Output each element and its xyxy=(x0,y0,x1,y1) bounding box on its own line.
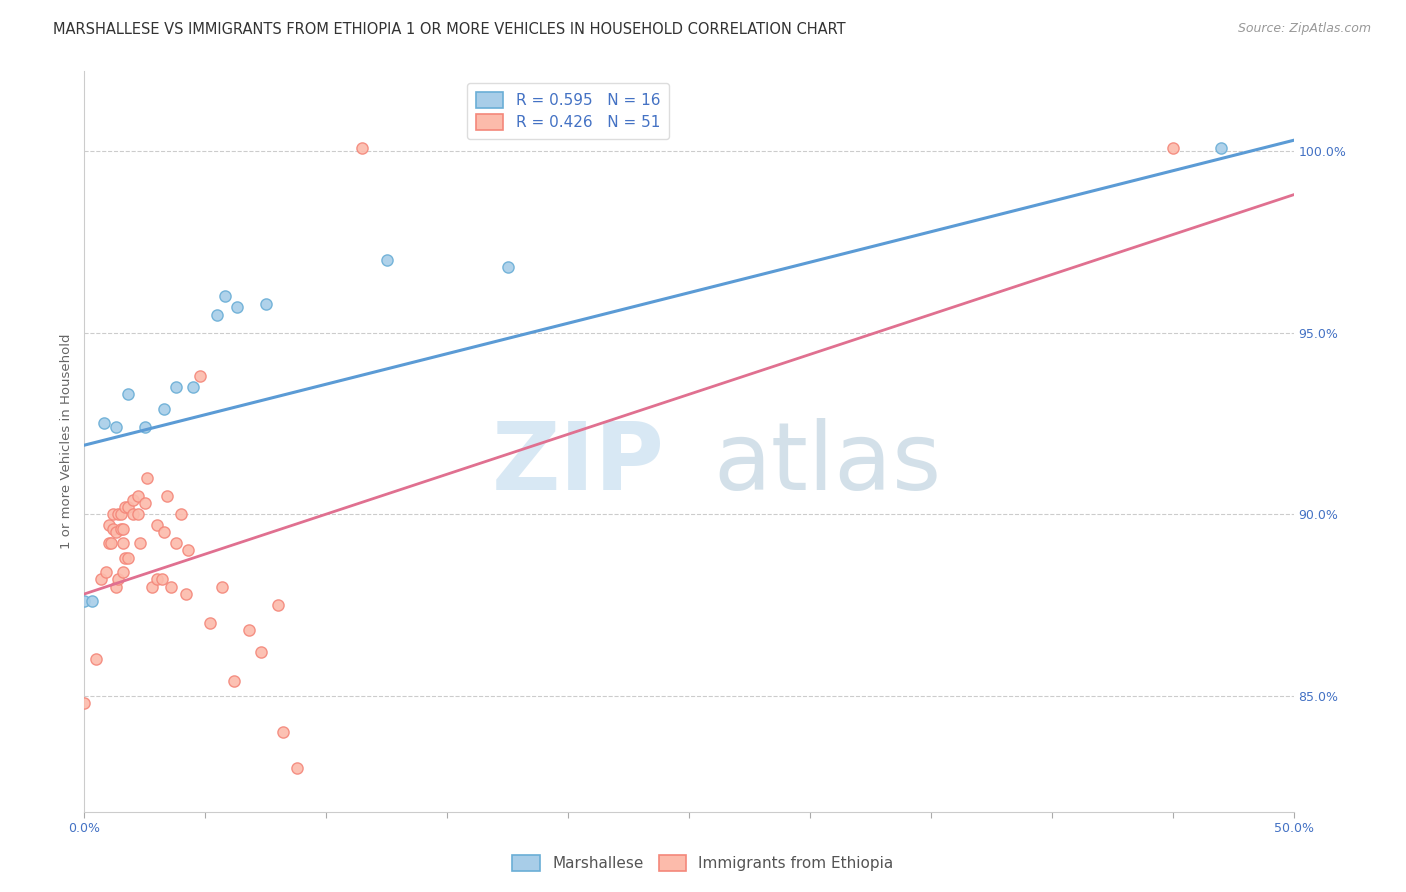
Point xyxy=(238,624,260,638)
Point xyxy=(114,550,136,565)
Text: ZIP: ZIP xyxy=(492,417,665,509)
Point xyxy=(352,140,374,154)
Point xyxy=(174,587,197,601)
Point xyxy=(177,543,200,558)
Point xyxy=(254,296,277,310)
Point xyxy=(146,518,169,533)
Point xyxy=(100,536,122,550)
Point xyxy=(224,674,246,689)
Y-axis label: 1 or more Vehicles in Household: 1 or more Vehicles in Household xyxy=(60,334,73,549)
Point xyxy=(114,500,136,514)
Point xyxy=(1161,140,1184,154)
Point xyxy=(375,253,398,268)
Point xyxy=(225,300,247,314)
Point xyxy=(121,507,143,521)
Point xyxy=(267,598,290,612)
Point xyxy=(214,289,236,303)
Point xyxy=(211,580,233,594)
Point xyxy=(93,417,115,431)
Point xyxy=(181,380,204,394)
Point xyxy=(112,522,135,536)
Point xyxy=(103,522,125,536)
Point xyxy=(104,580,127,594)
Point xyxy=(127,507,149,521)
Point xyxy=(104,525,127,540)
Point xyxy=(153,401,176,416)
Point xyxy=(112,565,135,579)
Point xyxy=(496,260,519,275)
Point xyxy=(107,507,129,521)
Point xyxy=(146,573,169,587)
Text: Source: ZipAtlas.com: Source: ZipAtlas.com xyxy=(1237,22,1371,36)
Text: atlas: atlas xyxy=(713,417,942,509)
Point xyxy=(110,522,132,536)
Point xyxy=(107,573,129,587)
Point xyxy=(165,536,187,550)
Point xyxy=(97,536,120,550)
Point xyxy=(129,536,152,550)
Point xyxy=(250,645,273,659)
Point xyxy=(136,471,159,485)
Legend: R = 0.595   N = 16, R = 0.426   N = 51: R = 0.595 N = 16, R = 0.426 N = 51 xyxy=(467,83,669,139)
Point xyxy=(127,489,149,503)
Point xyxy=(73,594,96,608)
Point xyxy=(153,525,176,540)
Point xyxy=(141,580,163,594)
Point xyxy=(94,565,117,579)
Point xyxy=(86,652,108,666)
Point xyxy=(170,507,193,521)
Point xyxy=(104,420,127,434)
Point xyxy=(112,536,135,550)
Point xyxy=(150,573,173,587)
Point xyxy=(97,518,120,533)
Point xyxy=(73,696,96,710)
Legend: Marshallese, Immigrants from Ethiopia: Marshallese, Immigrants from Ethiopia xyxy=(506,849,900,877)
Point xyxy=(110,507,132,521)
Point xyxy=(117,500,139,514)
Point xyxy=(198,615,221,630)
Point xyxy=(121,492,143,507)
Point xyxy=(190,369,212,384)
Point xyxy=(117,387,139,401)
Point xyxy=(155,489,177,503)
Point xyxy=(117,550,139,565)
Point xyxy=(1209,140,1232,154)
Point xyxy=(271,724,294,739)
Point xyxy=(80,594,103,608)
Text: MARSHALLESE VS IMMIGRANTS FROM ETHIOPIA 1 OR MORE VEHICLES IN HOUSEHOLD CORRELAT: MARSHALLESE VS IMMIGRANTS FROM ETHIOPIA … xyxy=(53,22,846,37)
Point xyxy=(134,420,156,434)
Point xyxy=(160,580,183,594)
Point xyxy=(285,761,308,775)
Point xyxy=(103,507,125,521)
Point xyxy=(90,573,112,587)
Point xyxy=(165,380,187,394)
Point xyxy=(134,496,156,510)
Point xyxy=(207,308,229,322)
